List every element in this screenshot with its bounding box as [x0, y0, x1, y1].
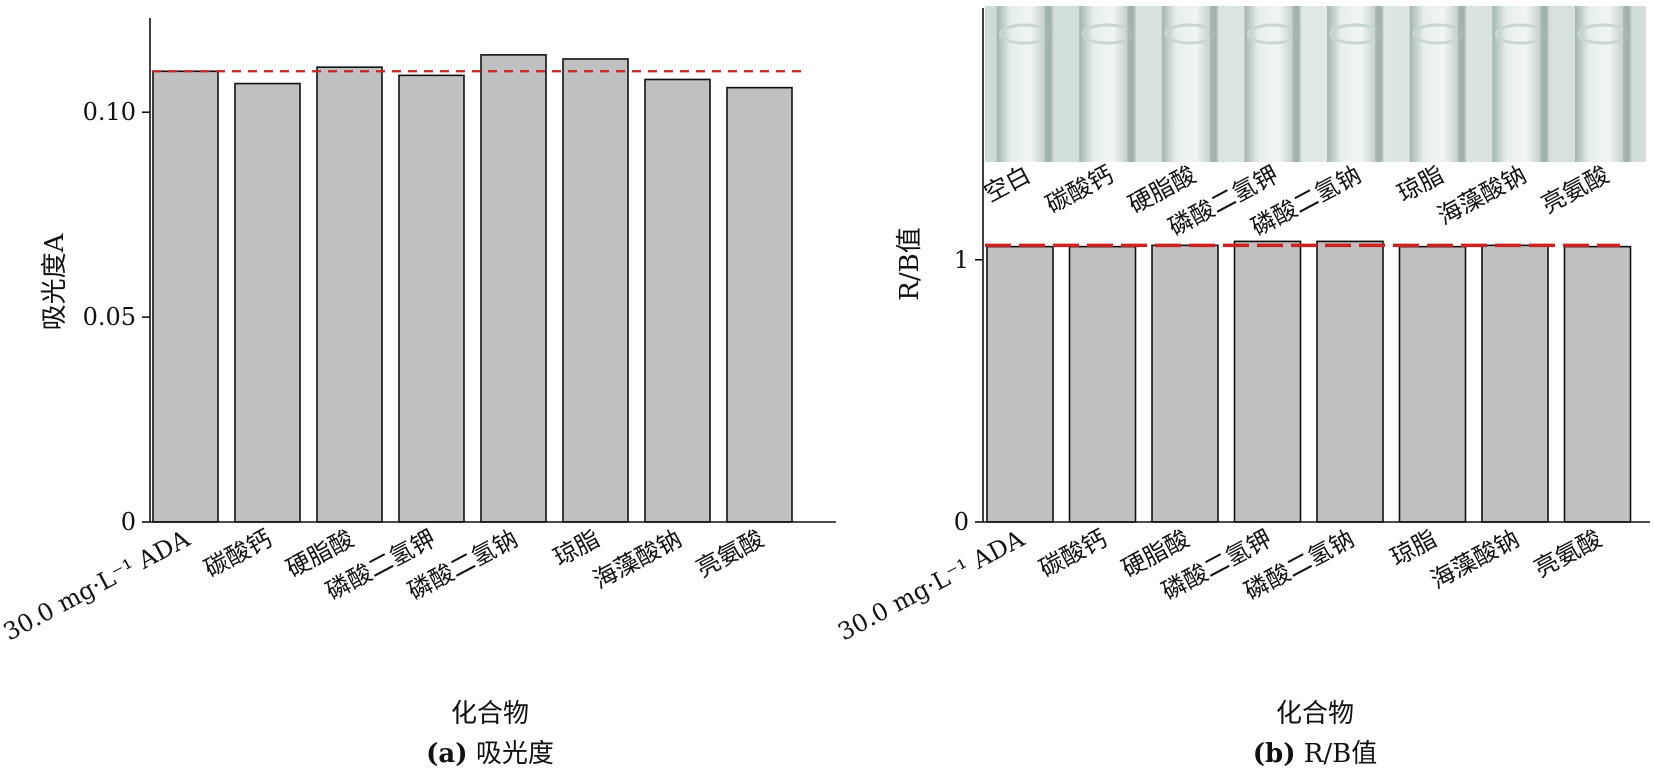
tube-shadow-1	[1044, 6, 1051, 162]
photo-label-8: 亮氨酸	[1537, 161, 1614, 220]
test-tube-4	[1244, 6, 1301, 162]
bar-7	[1481, 244, 1549, 523]
bar-5	[1316, 240, 1384, 523]
category-label-2: 碳酸钙	[1035, 525, 1112, 584]
panel-b-bars	[986, 240, 1632, 523]
category-label-8: 亮氨酸	[1530, 525, 1607, 584]
panel-b-yticks: 01	[954, 246, 983, 536]
panel-a-yticks: 0 0.05 0.10	[83, 98, 150, 536]
panel-a-xlabel: 化合物	[451, 699, 529, 729]
bar-8	[1563, 245, 1632, 523]
ytick-label-1: 0	[121, 508, 136, 536]
bar-5	[480, 54, 547, 523]
test-tube-2	[1079, 6, 1136, 162]
tube-shadow-5	[1375, 6, 1382, 162]
tube-shadow-3	[1210, 6, 1217, 162]
tube-shadow-8	[1623, 6, 1630, 162]
tube-shadow-6	[1457, 6, 1464, 162]
category-label-8: 亮氨酸	[692, 525, 769, 584]
inset-photo	[985, 6, 1646, 162]
test-tube-7	[1492, 6, 1549, 162]
tube-shadow-4	[1292, 6, 1299, 162]
test-tube-8	[1574, 6, 1632, 162]
bar-4	[1233, 240, 1302, 523]
photo-label-7: 海藻酸钠	[1433, 161, 1531, 231]
panel-b-ylabel: R/B值	[895, 227, 925, 300]
category-label-1: 30.0 mg·L⁻¹ ADA	[0, 524, 195, 646]
tube-shadow-7	[1540, 6, 1547, 162]
panel-a-bars	[152, 54, 793, 523]
category-label-6: 琼脂	[1386, 525, 1442, 572]
ytick-label-1: 0	[954, 508, 969, 536]
bar-2	[234, 82, 301, 523]
category-label-7: 海藻酸钠	[588, 525, 686, 595]
bar-4	[398, 74, 465, 523]
category-label-7: 海藻酸钠	[1426, 525, 1524, 595]
test-tube-1	[996, 6, 1053, 162]
test-tube-6	[1409, 6, 1466, 162]
bar-1	[152, 70, 219, 523]
ytick-label-3: 0.10	[83, 98, 136, 126]
panel-b-xlabel: 化合物	[1276, 699, 1354, 729]
photo-label-2: 碳酸钙	[1041, 161, 1118, 220]
panel-b-caption: (b) R/B值	[1253, 739, 1378, 769]
test-tube-3	[1161, 6, 1219, 162]
bar-8	[726, 86, 793, 523]
category-label-2: 碳酸钙	[200, 525, 277, 584]
photo-label-1: 空白	[980, 161, 1036, 208]
panel-a-ylabel: 吸光度A	[40, 232, 70, 330]
photo-label-6: 琼脂	[1393, 161, 1449, 208]
bar-1	[986, 245, 1054, 523]
ytick-label-2: 1	[954, 246, 969, 274]
panel-a-caption: (a) 吸光度	[426, 739, 554, 769]
bar-3	[316, 66, 383, 523]
category-label-1: 30.0 mg·L⁻¹ ADA	[833, 524, 1029, 646]
bar-6	[1398, 245, 1467, 523]
bar-2	[1068, 245, 1137, 523]
bar-7	[644, 78, 711, 523]
tube-shadow-2	[1127, 6, 1134, 162]
test-tube-5	[1327, 6, 1384, 162]
bar-3	[1151, 244, 1219, 523]
bar-6	[562, 58, 629, 523]
panel-a: 0 0.05 0.10 30.0 mg·L⁻¹ ADA 碳酸钙 硬脂酸磷酸二氢钾磷酸二氢…	[0, 18, 836, 769]
ytick-label-2: 0.05	[83, 303, 136, 331]
